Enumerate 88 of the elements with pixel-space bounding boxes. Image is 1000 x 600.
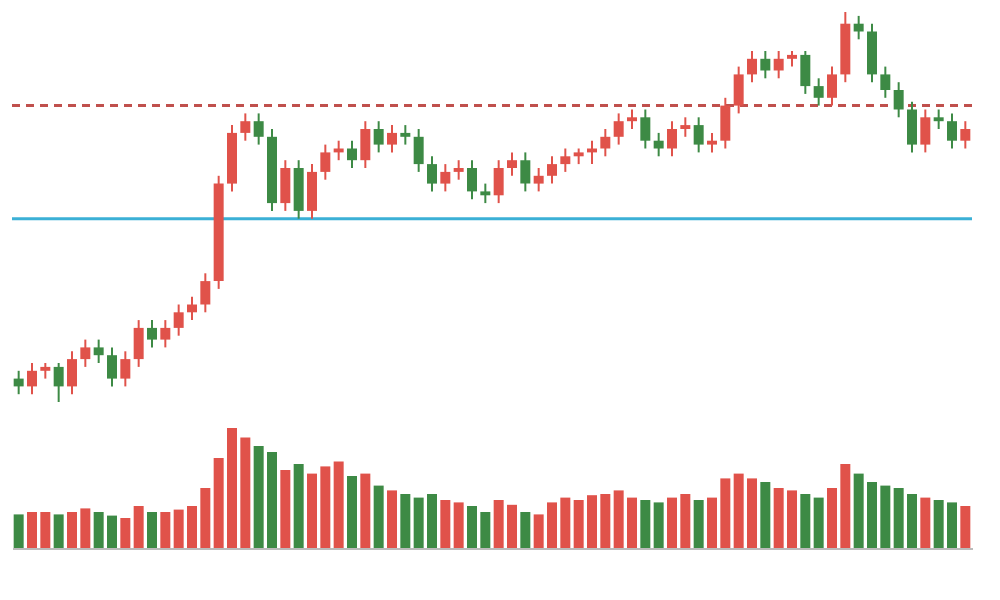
candlestick (693, 116, 704, 154)
bar (280, 470, 291, 548)
bar (640, 500, 651, 548)
candlestick (653, 131, 664, 158)
candlestick (120, 350, 131, 388)
candlestick (307, 163, 317, 220)
candlestick (720, 96, 731, 150)
bar (373, 485, 384, 548)
candlestick (747, 50, 757, 84)
candlestick (67, 350, 77, 396)
bar (360, 473, 371, 548)
bar (453, 502, 464, 548)
candlestick (533, 167, 544, 193)
candlestick (373, 120, 384, 154)
candlestick (613, 112, 624, 146)
candlestick (707, 131, 717, 154)
candlestick (347, 139, 357, 169)
bar (693, 500, 704, 548)
candlestick (360, 120, 371, 169)
candlestick (413, 128, 424, 173)
candlestick (920, 108, 931, 154)
candlestick (80, 338, 91, 368)
candlestick (400, 124, 411, 146)
candlestick (13, 369, 24, 396)
bar (160, 512, 171, 548)
candlestick (427, 155, 437, 193)
bar (960, 506, 971, 548)
candlestick (773, 50, 784, 80)
candlestick (827, 65, 837, 107)
bar (53, 514, 64, 548)
candlestick (200, 272, 211, 314)
candlestick (320, 143, 331, 181)
candlestick (173, 303, 184, 337)
candlestick (147, 319, 157, 349)
candlestick (960, 120, 971, 150)
bar (333, 461, 344, 548)
candlestick (160, 319, 171, 349)
bar (347, 476, 357, 548)
candlestick (933, 108, 944, 130)
bar (147, 512, 157, 548)
candlestick (560, 147, 571, 173)
candlestick (493, 159, 504, 205)
candlestick (800, 50, 811, 95)
candlestick (547, 155, 557, 185)
candlestick (880, 65, 891, 99)
candlestick (667, 120, 677, 158)
candlestick (867, 22, 877, 84)
candlestick (93, 338, 104, 364)
candlestick (53, 362, 64, 403)
candlestick (507, 151, 517, 177)
bar (13, 514, 24, 548)
bar (920, 497, 931, 548)
candlestick (520, 151, 531, 193)
candlestick (253, 112, 264, 146)
bar (293, 464, 304, 548)
bar (653, 502, 664, 548)
bar (133, 506, 144, 548)
candlestick (387, 124, 397, 154)
candlestick (133, 319, 144, 368)
candlestick (813, 77, 824, 107)
candlestick (947, 112, 957, 150)
candlestick (733, 65, 744, 115)
bar (520, 512, 531, 548)
candlestick (680, 116, 691, 138)
candlestick (440, 163, 451, 193)
bar (760, 482, 771, 548)
candlestick (627, 108, 637, 130)
bar (387, 490, 397, 548)
candlestick (107, 346, 117, 388)
bar (120, 518, 131, 548)
candlestick (280, 159, 291, 212)
candlestick (453, 159, 464, 181)
candlestick (893, 81, 904, 119)
candlestick (467, 159, 477, 201)
bar (813, 497, 824, 548)
candlestick (27, 362, 37, 396)
candlestick (600, 128, 611, 158)
candlestick (480, 182, 491, 205)
candlestick (293, 159, 304, 220)
bar (440, 500, 451, 548)
bar (800, 494, 811, 548)
bar (400, 494, 411, 548)
candlestick (187, 295, 197, 322)
candlestick (240, 112, 251, 142)
candlestick (760, 50, 771, 80)
candlestick (907, 100, 917, 154)
candlestick (853, 14, 864, 41)
candlestick (640, 108, 651, 150)
